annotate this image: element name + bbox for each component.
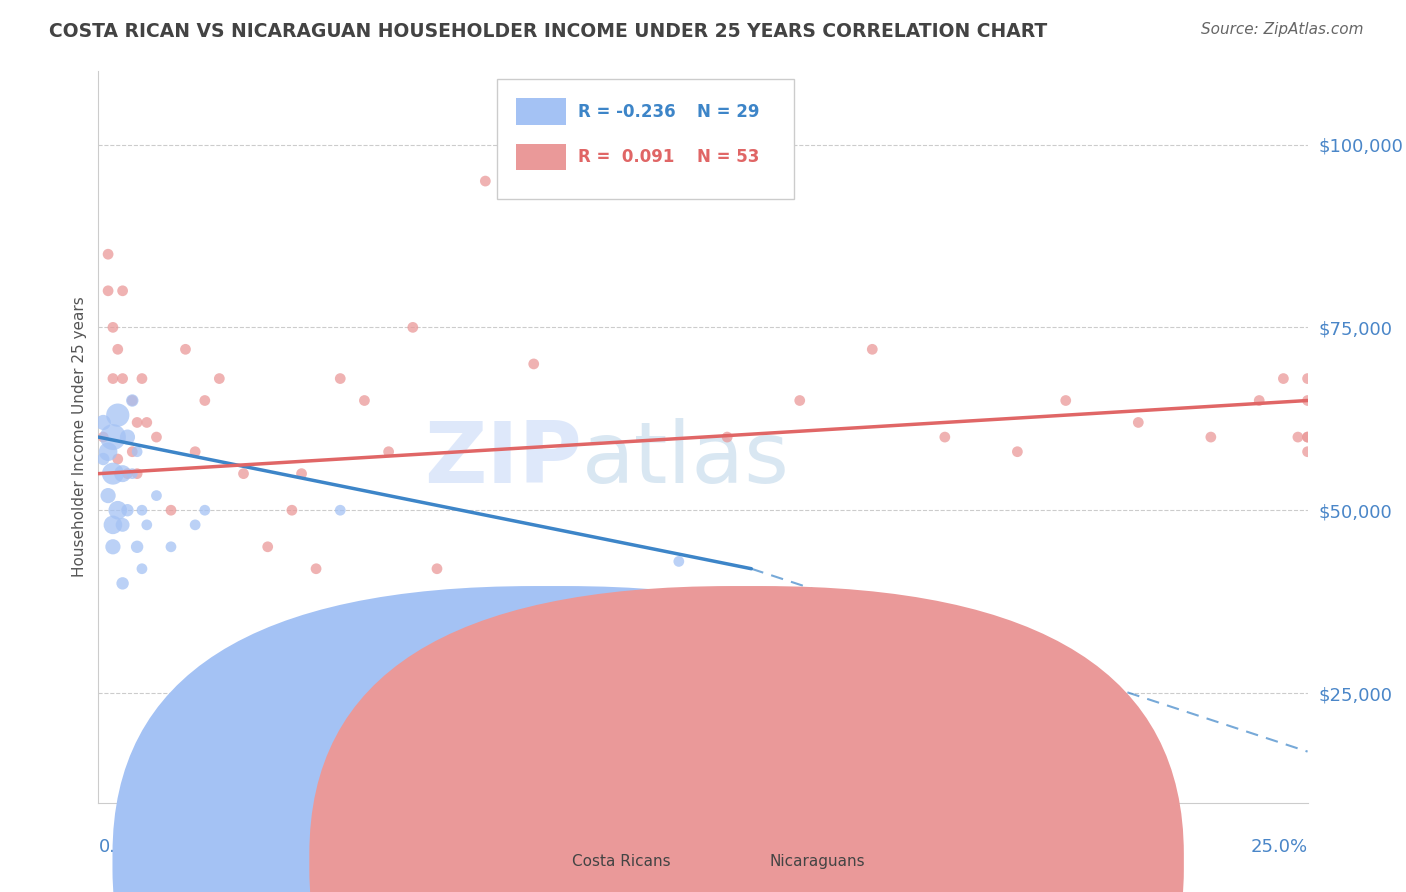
Point [160, 540, 183, 554]
Text: ZIP: ZIP [425, 417, 582, 500]
Point [1007, 444, 1029, 458]
Point [91, 416, 114, 430]
Text: atlas: atlas [582, 417, 790, 500]
Point [111, 517, 134, 532]
Text: R =  0.091: R = 0.091 [578, 148, 675, 166]
Point [547, 664, 569, 678]
Point [184, 517, 207, 532]
Point [101, 371, 124, 385]
Point [121, 393, 143, 408]
Point [111, 467, 134, 481]
Point [813, 737, 835, 751]
Point [1272, 371, 1295, 385]
Point [290, 467, 312, 481]
Point [135, 416, 157, 430]
Point [208, 371, 231, 385]
Point [1249, 393, 1271, 408]
Point [127, 467, 149, 481]
Point [91, 452, 114, 467]
Point [121, 393, 143, 408]
Point [1296, 430, 1319, 444]
Point [107, 452, 129, 467]
Point [377, 444, 399, 458]
Point [91, 430, 114, 444]
Point [117, 503, 139, 517]
Point [97, 284, 120, 298]
Y-axis label: Householder Income Under 25 years: Householder Income Under 25 years [72, 297, 87, 577]
Point [1128, 416, 1150, 430]
Point [121, 444, 143, 458]
Point [353, 393, 375, 408]
Point [145, 489, 167, 503]
Point [160, 503, 183, 517]
Text: 25.0%: 25.0% [1250, 838, 1308, 856]
Point [127, 444, 149, 458]
Text: Source: ZipAtlas.com: Source: ZipAtlas.com [1201, 22, 1364, 37]
FancyBboxPatch shape [498, 78, 793, 200]
Point [135, 517, 157, 532]
Point [523, 357, 546, 371]
Point [97, 444, 120, 458]
Point [281, 503, 304, 517]
Point [107, 343, 129, 357]
Point [117, 467, 139, 481]
Text: 0.0%: 0.0% [98, 838, 143, 856]
Point [131, 503, 153, 517]
Point [194, 393, 217, 408]
Point [111, 576, 134, 591]
Text: Costa Ricans: Costa Ricans [572, 855, 671, 869]
Text: R = -0.236: R = -0.236 [578, 103, 676, 120]
Point [111, 284, 134, 298]
Point [111, 371, 134, 385]
Point [789, 393, 811, 408]
FancyBboxPatch shape [516, 98, 567, 125]
Point [97, 489, 120, 503]
Text: N = 29: N = 29 [697, 103, 759, 120]
Point [1296, 393, 1319, 408]
Point [305, 562, 328, 576]
Point [1199, 430, 1222, 444]
Point [107, 408, 129, 422]
Point [97, 247, 120, 261]
Point [1296, 444, 1319, 458]
Point [184, 444, 207, 458]
Point [101, 540, 124, 554]
Point [145, 430, 167, 444]
Point [1286, 430, 1309, 444]
Point [194, 503, 217, 517]
Text: Nicaraguans: Nicaraguans [769, 855, 865, 869]
Text: COSTA RICAN VS NICARAGUAN HOUSEHOLDER INCOME UNDER 25 YEARS CORRELATION CHART: COSTA RICAN VS NICARAGUAN HOUSEHOLDER IN… [49, 22, 1047, 41]
Point [101, 517, 124, 532]
Point [716, 430, 738, 444]
Point [329, 371, 352, 385]
Point [668, 554, 690, 568]
Point [571, 613, 593, 627]
Text: N = 53: N = 53 [697, 148, 759, 166]
Point [127, 416, 149, 430]
Point [934, 430, 956, 444]
Point [174, 343, 197, 357]
Point [131, 371, 153, 385]
Point [107, 503, 129, 517]
Point [127, 540, 149, 554]
Point [1054, 393, 1077, 408]
Point [402, 320, 425, 334]
Point [117, 430, 139, 444]
Point [329, 503, 352, 517]
Point [101, 467, 124, 481]
Point [1296, 430, 1319, 444]
Point [232, 467, 254, 481]
Point [426, 562, 449, 576]
Point [860, 343, 883, 357]
Point [131, 562, 153, 576]
FancyBboxPatch shape [516, 144, 567, 170]
Point [619, 664, 641, 678]
Point [101, 320, 124, 334]
Point [121, 467, 143, 481]
Point [1296, 371, 1319, 385]
Point [256, 540, 278, 554]
Point [101, 430, 124, 444]
Point [474, 174, 496, 188]
